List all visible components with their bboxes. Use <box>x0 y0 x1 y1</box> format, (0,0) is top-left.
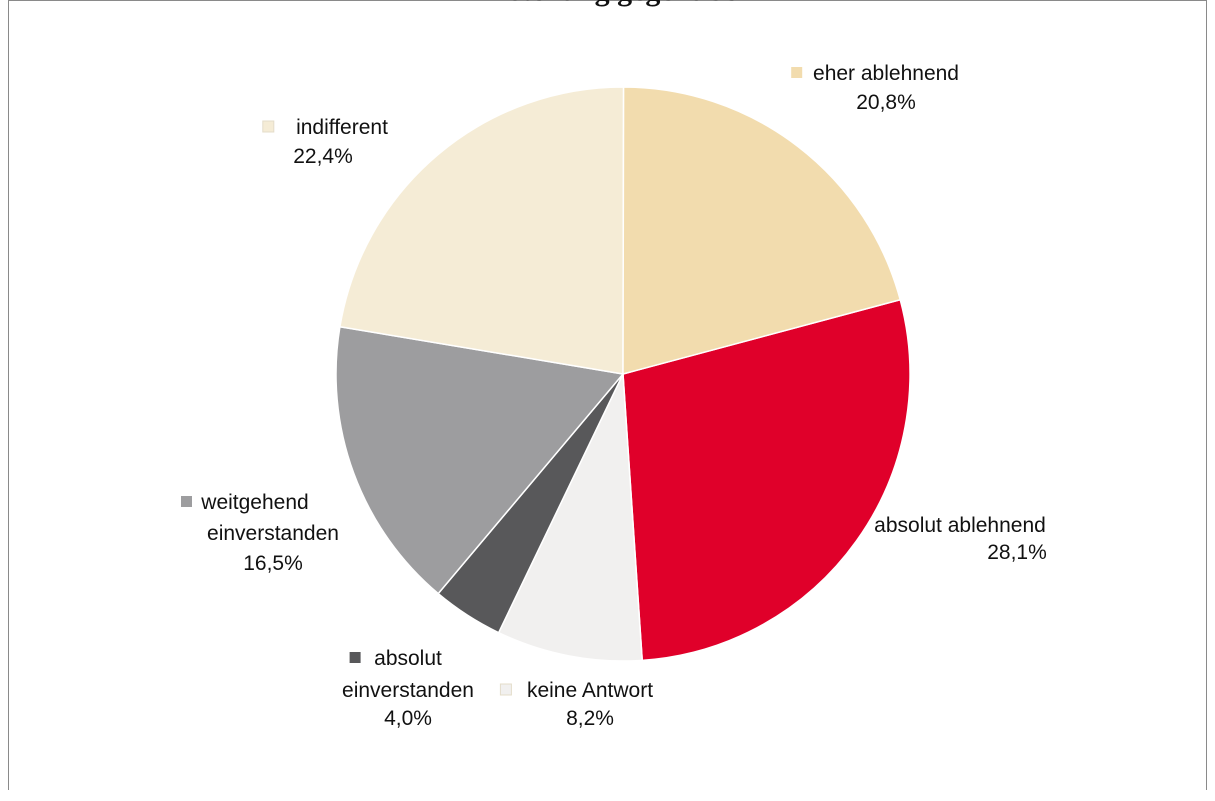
slice-label: absolut ablehnend <box>874 514 1046 537</box>
slice-value-label: 8,2% <box>566 707 614 730</box>
slice-label: einverstanden <box>207 522 339 545</box>
legend-swatch <box>349 652 361 663</box>
pie-slice-eher-ablehnend <box>622 86 902 375</box>
legend-swatch <box>791 67 803 78</box>
chart-title: Einstellung gegenüber <box>0 0 1215 8</box>
legend-swatch <box>181 496 192 507</box>
slice-label: absolut <box>374 647 442 670</box>
slice-label: weitgehend <box>200 491 308 514</box>
slice-value-label: 22,4% <box>293 145 353 168</box>
pie-slice-weitgehend-einverstanden <box>335 325 625 595</box>
legend-swatch <box>849 519 861 530</box>
slice-value-label: 16,5% <box>243 552 303 575</box>
legend-swatch <box>262 120 275 133</box>
slice-value-label: 20,8% <box>856 91 916 114</box>
slice-label: indifferent <box>296 116 388 139</box>
legend-swatch <box>499 683 512 696</box>
slice-label: keine Antwort <box>527 679 653 702</box>
slice-value-label: 4,0% <box>384 707 432 730</box>
slice-label: einverstanden <box>342 679 474 702</box>
slice-value-label: 28,1% <box>987 541 1047 564</box>
chart-frame <box>8 0 1207 790</box>
pie-slice-keine-Antwort <box>497 371 644 662</box>
slice-label: eher ablehnend <box>813 62 959 85</box>
pie-slice-absolut-ablehnend <box>622 298 911 662</box>
pie-slice-indifferent <box>339 86 625 375</box>
